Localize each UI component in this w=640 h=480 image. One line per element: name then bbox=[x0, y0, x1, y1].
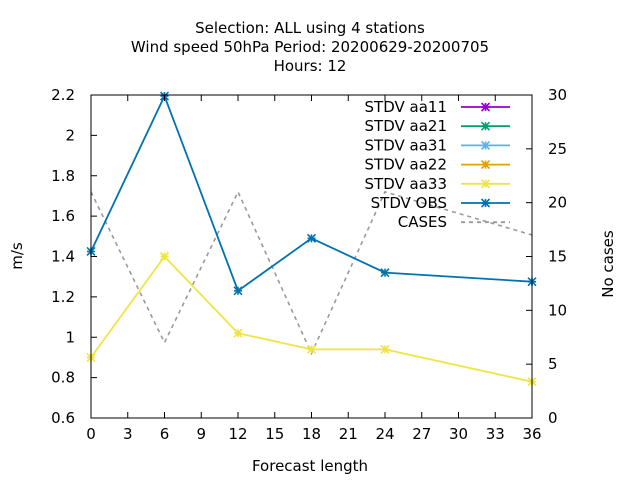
y2-tick-label: 30 bbox=[548, 86, 567, 104]
y2-tick-label: 10 bbox=[548, 301, 567, 319]
axes: 0 3 6 9 12 15 18 21 24 27 30 33 360.60.811.21.41.61.… bbox=[51, 86, 567, 443]
x-tick-label: 24 bbox=[375, 425, 394, 443]
legend-label: STDV aa31 bbox=[365, 136, 447, 154]
legend-label: CASES bbox=[398, 213, 447, 231]
x-tick-label: 21 bbox=[339, 425, 358, 443]
data-point-stdv-aa33 bbox=[306, 344, 317, 354]
x-tick-label: 18 bbox=[302, 425, 321, 443]
x-tick-label: 27 bbox=[412, 425, 431, 443]
title-line-3: Hours: 12 bbox=[274, 57, 347, 75]
y-axis-label: m/s bbox=[8, 242, 26, 270]
data-point-stdv-obs bbox=[306, 233, 317, 243]
data-point-stdv-aa33 bbox=[233, 328, 243, 338]
legend-marker bbox=[480, 121, 491, 131]
title-line-1: Selection: ALL using 4 stations bbox=[195, 19, 425, 37]
legend-marker bbox=[480, 160, 491, 170]
y-tick-label: 1.8 bbox=[51, 167, 75, 185]
y2-axis-label: No cases bbox=[599, 230, 617, 298]
y-tick-label: 0.8 bbox=[51, 369, 75, 387]
data-point-stdv-obs bbox=[380, 268, 390, 278]
series-line-stdv-obs bbox=[90, 93, 533, 293]
y-tick-label: 1.2 bbox=[51, 288, 75, 306]
y2-tick-label: 0 bbox=[548, 409, 558, 427]
y-tick-label: 1 bbox=[65, 328, 75, 346]
y-tick-label: 2.2 bbox=[51, 86, 75, 104]
x-tick-label: 30 bbox=[449, 425, 468, 443]
y2-tick-label: 20 bbox=[548, 194, 567, 212]
series-layer bbox=[86, 91, 537, 387]
y-tick-label: 1.4 bbox=[51, 248, 75, 266]
series-line-cases bbox=[90, 190, 533, 356]
x-tick-label: 9 bbox=[196, 425, 206, 443]
y2-tick-label: 5 bbox=[548, 355, 558, 373]
legend-marker bbox=[480, 198, 491, 208]
title-line-2: Wind speed 50hPa Period: 20200629-202007… bbox=[131, 38, 489, 56]
legend-label: STDV aa11 bbox=[365, 98, 447, 116]
y2-tick-label: 15 bbox=[548, 248, 567, 266]
chart-title: Selection: ALL using 4 stations Wind spe… bbox=[131, 19, 489, 75]
x-tick-label: 15 bbox=[265, 425, 284, 443]
legend-label: STDV aa33 bbox=[365, 175, 447, 193]
legend-label: STDV aa21 bbox=[365, 117, 447, 135]
x-tick-label: 6 bbox=[160, 425, 170, 443]
legend-marker bbox=[480, 102, 491, 112]
x-tick-label: 0 bbox=[86, 425, 96, 443]
x-axis-label: Forecast length bbox=[252, 457, 368, 475]
y-tick-label: 0.6 bbox=[51, 409, 75, 427]
legend-label: STDV aa22 bbox=[365, 156, 447, 174]
legend-label: STDV OBS bbox=[371, 194, 447, 212]
x-tick-label: 33 bbox=[486, 425, 505, 443]
series-line-stdv-aa33 bbox=[90, 255, 533, 383]
y-tick-label: 2 bbox=[65, 126, 75, 144]
y-tick-label: 1.6 bbox=[51, 207, 75, 225]
data-point-stdv-obs bbox=[233, 286, 243, 296]
legend-marker bbox=[480, 140, 491, 150]
x-tick-label: 12 bbox=[228, 425, 247, 443]
x-tick-label: 36 bbox=[522, 425, 541, 443]
data-point-stdv-aa33 bbox=[159, 251, 170, 262]
data-point-stdv-aa33 bbox=[380, 344, 390, 354]
legend-marker bbox=[480, 179, 491, 189]
plot-frame bbox=[90, 94, 533, 419]
x-tick-label: 3 bbox=[123, 425, 133, 443]
y2-tick-label: 25 bbox=[548, 140, 567, 158]
